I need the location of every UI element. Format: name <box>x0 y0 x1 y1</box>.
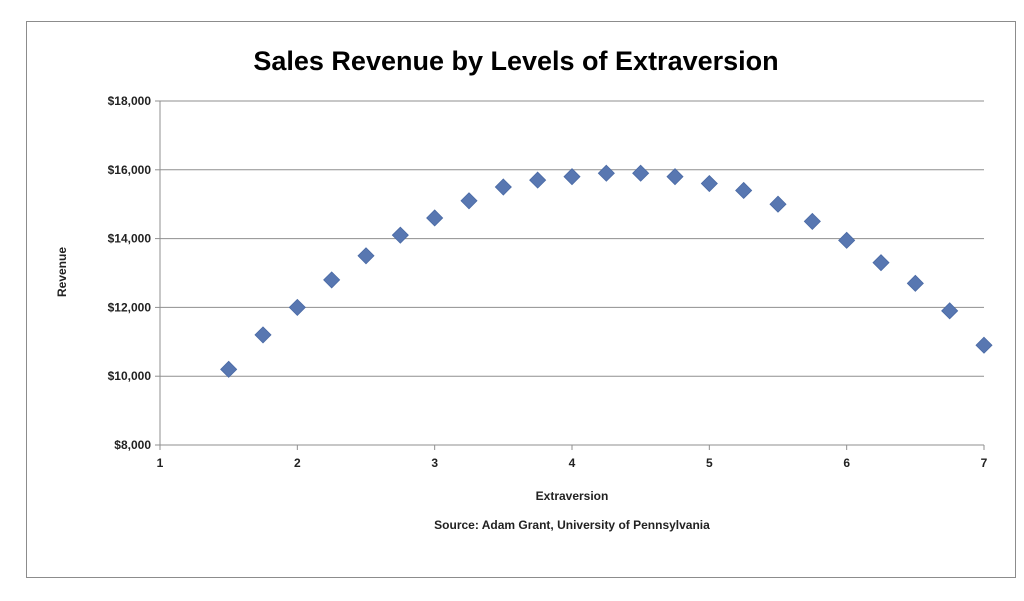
y-tick-label: $8,000 <box>114 438 151 452</box>
data-point <box>529 171 547 189</box>
data-point <box>632 164 650 182</box>
y-axis-label: Revenue <box>55 247 69 297</box>
data-point <box>906 274 924 292</box>
x-tick-label: 1 <box>157 456 164 470</box>
y-tick-labels: $8,000 $10,000 $12,000 $14,000 $16,000 $18,00… <box>108 94 152 452</box>
axes <box>155 100 985 450</box>
data-point <box>460 192 478 210</box>
data-point <box>700 174 718 193</box>
x-tick-label: 3 <box>431 456 438 470</box>
chart-frame <box>26 21 1016 578</box>
y-tick-label: $10,000 <box>108 369 152 383</box>
data-point <box>941 302 959 320</box>
data-point <box>254 326 272 344</box>
chart-title: Sales Revenue by Levels of Extraversion <box>253 46 778 76</box>
data-point <box>666 168 684 186</box>
data-points <box>220 164 993 378</box>
data-point <box>872 254 890 272</box>
data-point <box>597 164 615 182</box>
x-tick-label: 4 <box>569 456 576 470</box>
x-tick-label: 2 <box>294 456 301 470</box>
data-point <box>735 181 753 200</box>
y-tick-label: $12,000 <box>108 300 152 314</box>
x-tick-label: 6 <box>843 456 850 470</box>
gridlines <box>160 100 984 377</box>
y-tick-label: $16,000 <box>108 163 152 177</box>
data-point <box>357 247 375 265</box>
y-tick-label: $18,000 <box>108 94 152 108</box>
data-point <box>426 209 444 227</box>
x-axis-label: Extraversion <box>536 489 609 503</box>
data-point <box>288 298 306 316</box>
data-point <box>220 360 238 378</box>
x-tick-label: 5 <box>706 456 713 470</box>
data-point <box>838 231 856 249</box>
data-point <box>803 212 821 230</box>
x-tick-labels: 1 2 3 4 5 6 7 <box>157 456 988 470</box>
x-tick-label: 7 <box>981 456 988 470</box>
data-point <box>563 168 581 186</box>
data-point <box>323 271 341 289</box>
data-point <box>391 226 409 244</box>
y-tick-label: $14,000 <box>108 232 152 246</box>
data-point <box>494 178 512 196</box>
data-point <box>975 336 993 354</box>
source-note: Source: Adam Grant, University of Pennsy… <box>434 518 710 532</box>
data-point <box>769 195 787 213</box>
